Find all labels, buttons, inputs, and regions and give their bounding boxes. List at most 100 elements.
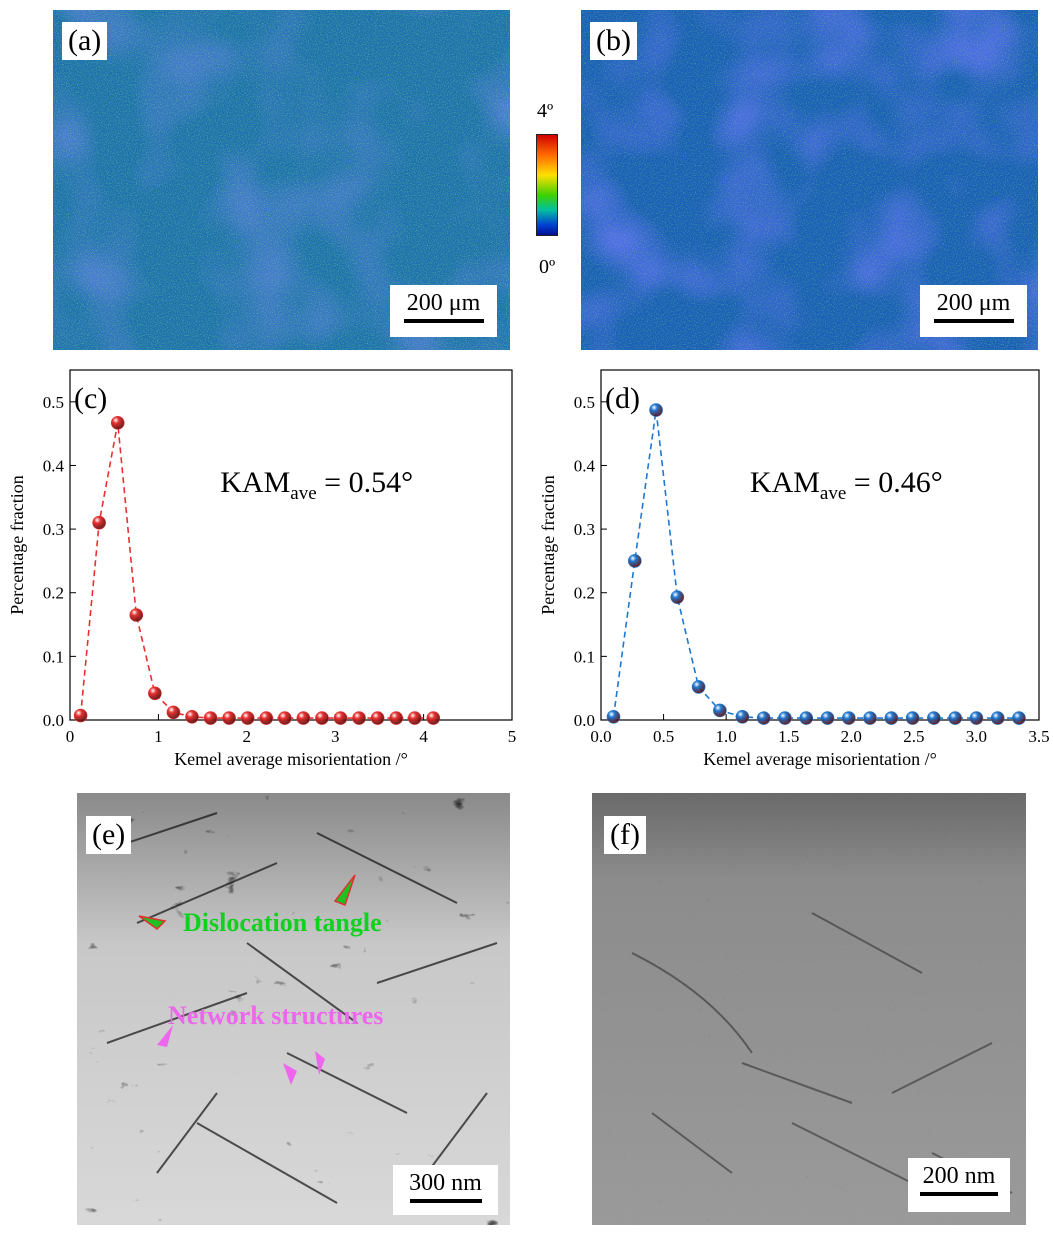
data-point xyxy=(352,711,366,725)
kam-value-text: = 0.46° xyxy=(846,466,942,499)
data-point xyxy=(670,590,685,604)
data-point xyxy=(905,711,920,725)
data-point xyxy=(1012,711,1026,725)
x-tick-label: 5 xyxy=(508,727,517,746)
data-point xyxy=(820,711,835,725)
chart-d-svg: 0.0 0.5 1.0 1.5 2.0 2.5 3.0 3.5 0.0 0.1 0.2 0.3 0.4 0… xyxy=(538,369,1050,769)
series-line xyxy=(612,409,1019,719)
y-tick-label: 0.3 xyxy=(43,520,64,539)
arrow-network-2-icon xyxy=(283,1063,297,1085)
y-tick-label: 0.5 xyxy=(574,393,595,412)
colorbar-min-label: 0º xyxy=(539,256,556,278)
y-tick-label: 0.5 xyxy=(43,393,64,412)
data-point xyxy=(863,711,877,725)
x-tick-label: 0.5 xyxy=(653,727,674,746)
data-point xyxy=(370,711,385,725)
scale-bar-e-line xyxy=(409,1199,482,1203)
kam-average-annotation: KAMave = 0.54° xyxy=(220,466,413,504)
data-point xyxy=(296,711,311,725)
y-axis-label: Percentage fraction xyxy=(538,475,558,614)
data-point xyxy=(756,711,771,725)
y-tick-label: 0.2 xyxy=(574,584,595,603)
data-point xyxy=(735,710,750,724)
scale-bar-f: 200 nm xyxy=(908,1158,1010,1212)
data-point xyxy=(713,703,727,718)
data-point xyxy=(203,711,218,725)
arrow-tangle-1-icon xyxy=(138,915,167,930)
data-point xyxy=(389,711,403,725)
scale-bar-b-line xyxy=(933,319,1014,323)
y-tick-label: 0.0 xyxy=(574,711,595,730)
data-point xyxy=(148,686,162,701)
tem-arrows-e xyxy=(138,874,356,1085)
data-point xyxy=(691,680,706,694)
data-point xyxy=(627,554,642,568)
data-point xyxy=(222,711,236,725)
scale-bar-a: 200 μm xyxy=(390,285,497,337)
data-point xyxy=(110,416,125,430)
data-point xyxy=(333,711,348,725)
data-point xyxy=(259,711,274,725)
arrow-network-1-icon xyxy=(157,1025,173,1047)
data-point xyxy=(649,403,663,417)
y-axis-label: Percentage fraction xyxy=(7,475,27,614)
scale-bar-b: 200 μm xyxy=(920,285,1027,337)
y-tick-label: 0.4 xyxy=(43,456,65,475)
panel-label-e: (e) xyxy=(86,816,132,854)
data-point xyxy=(73,708,88,723)
panel-label: (c) xyxy=(74,382,107,415)
annotation-dislocation-tangle: Dislocation tangle xyxy=(183,908,382,937)
scale-bar-a-line xyxy=(403,319,484,323)
data-point xyxy=(990,711,1005,725)
arrow-tangle-2-icon xyxy=(333,874,356,906)
series-line xyxy=(79,422,434,719)
x-tick-label: 2.5 xyxy=(903,727,924,746)
scale-bar-a-label: 200 μm xyxy=(406,290,481,316)
kam-main-text: KAM xyxy=(750,466,820,499)
tem-image-f xyxy=(592,793,1026,1225)
panel-label-a: (a) xyxy=(62,22,108,60)
data-point xyxy=(841,711,856,725)
tem-image-e xyxy=(77,793,510,1225)
data-point xyxy=(166,705,181,720)
chart-c: 0 1 2 3 4 5 0.0 0.1 0.2 0.3 0.4 0.5 Kemel average mi… xyxy=(0,355,527,785)
x-tick-label: 4 xyxy=(419,727,428,746)
plot-frame xyxy=(69,369,513,721)
data-point xyxy=(884,711,899,725)
data-point xyxy=(969,711,984,725)
data-point xyxy=(426,711,441,725)
data-point xyxy=(927,711,941,725)
arrow-network-3-icon xyxy=(315,1051,325,1075)
kam-map-a-image xyxy=(53,10,510,350)
x-axis-label: Kemel average misorientation /° xyxy=(703,749,937,769)
colorbar-max-label: 4º xyxy=(537,100,554,122)
chart-d: 0.0 0.5 1.0 1.5 2.0 2.5 3.0 3.5 0.0 0.1 0.2 0.3 0.4 0… xyxy=(527,355,1053,785)
x-tick-label: 3 xyxy=(331,727,340,746)
data-point xyxy=(315,711,329,725)
colorbar xyxy=(536,134,558,236)
x-tick-label: 1.5 xyxy=(778,727,799,746)
annotation-network-structures: Network structures xyxy=(168,1001,384,1030)
data-point xyxy=(948,711,962,725)
data-point xyxy=(799,711,814,725)
scale-bar-b-label: 200 μm xyxy=(936,290,1011,316)
data-point xyxy=(407,711,422,725)
x-tick-label: 1 xyxy=(154,727,163,746)
data-point xyxy=(129,608,144,622)
x-tick-label: 0.0 xyxy=(590,727,611,746)
y-tick-label: 0.3 xyxy=(574,520,595,539)
x-tick-label: 2 xyxy=(243,727,252,746)
scale-bar-f-line xyxy=(920,1192,998,1196)
data-point xyxy=(185,710,199,724)
x-tick-label: 2.0 xyxy=(841,727,862,746)
panel-label-f: (f) xyxy=(604,816,646,854)
kam-map-a xyxy=(53,10,510,350)
x-tick-label: 1.0 xyxy=(716,727,737,746)
panel-label: (d) xyxy=(605,382,640,415)
y-tick-label: 0.1 xyxy=(574,647,595,666)
tem-image-e-picture xyxy=(77,793,510,1225)
scale-bar-f-label: 200 nm xyxy=(922,1163,996,1189)
kam-subscript-text: ave xyxy=(820,483,846,504)
kam-average-annotation: KAMave = 0.46° xyxy=(750,466,943,504)
scale-bar-e-label: 300 nm xyxy=(409,1170,482,1196)
